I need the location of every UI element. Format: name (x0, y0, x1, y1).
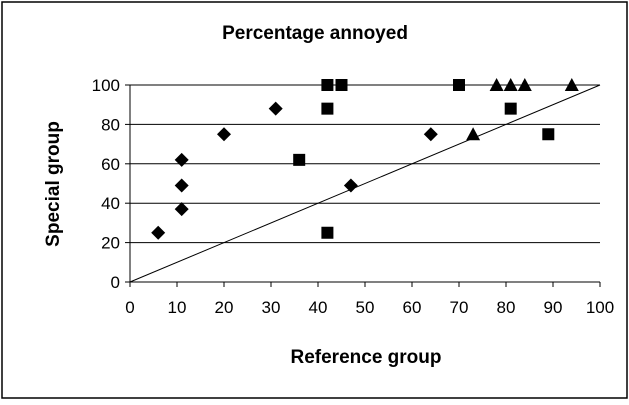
diamond-point (423, 127, 438, 142)
square-point (321, 102, 334, 115)
reference-line (129, 84, 601, 283)
chart-border (1, 1, 628, 399)
triangle-point (564, 78, 579, 91)
x-axis-title: Reference group (291, 347, 442, 368)
diamond-point (174, 152, 189, 167)
y-tick-label: 0 (111, 273, 120, 292)
square-point (542, 128, 555, 141)
y-tick-label: 100 (92, 76, 120, 95)
x-tick-label: 70 (450, 298, 469, 317)
x-tick-label: 80 (497, 298, 516, 317)
x-tick-label: 40 (309, 298, 328, 317)
y-tick-label: 60 (101, 155, 120, 174)
x-tick-label: 100 (586, 298, 614, 317)
y-tick-label: 20 (101, 234, 120, 253)
triangle-point (489, 78, 504, 91)
square-point (321, 226, 334, 239)
diamond-point (174, 178, 189, 193)
plot-area: 0 20 40 60 80 100 0 10 20 30 40 50 60 70 80 90 100 (92, 76, 615, 317)
x-tick-label: 50 (356, 298, 375, 317)
diamond-point (174, 202, 189, 217)
diamond-point (343, 178, 358, 193)
square-point (321, 79, 334, 91)
square-point (453, 79, 465, 91)
y-tick-label: 80 (101, 115, 120, 134)
diamond-point (151, 225, 166, 240)
diamond-point (217, 127, 231, 142)
x-tick-label: 0 (125, 298, 134, 317)
square-point (504, 102, 517, 115)
x-tick-label: 10 (168, 298, 187, 317)
chart-title: Percentage annoyed (222, 23, 408, 44)
x-tick-label: 90 (544, 298, 563, 317)
triangle-point (517, 78, 532, 91)
diamond-point (268, 101, 283, 116)
triangle-point (503, 78, 518, 91)
y-axis-title: Special group (43, 121, 64, 247)
triangle-point (466, 127, 481, 141)
x-tick-label: 20 (215, 298, 234, 317)
x-tick-label: 60 (403, 298, 422, 317)
square-point (335, 79, 348, 91)
x-tick-label: 30 (262, 298, 281, 317)
square-point (293, 153, 306, 166)
y-tick-label: 40 (101, 194, 120, 213)
